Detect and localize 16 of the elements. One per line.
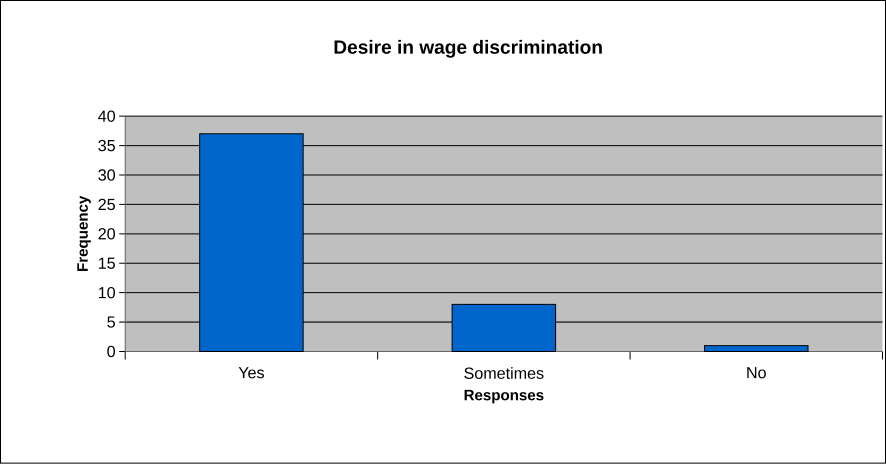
x-axis-title: Responses [464, 390, 544, 404]
y-tick-label: 0 [107, 346, 115, 358]
y-tick-label: 20 [98, 228, 115, 240]
y-axis-title: Frequency [77, 196, 91, 272]
bar [704, 345, 809, 352]
chart-title: Desire in wage discrimination [334, 40, 602, 58]
x-tick-label: No [747, 367, 766, 379]
y-tick-label: 30 [98, 169, 115, 181]
y-tick-label: 40 [98, 110, 115, 122]
y-tick-label: 5 [107, 316, 115, 328]
x-tick-label: Sometimes [464, 367, 544, 380]
y-tick-label: 10 [98, 287, 115, 299]
x-tick-label: Yes [238, 367, 264, 379]
y-tick-label: 35 [98, 140, 115, 152]
y-tick-label: 15 [98, 258, 115, 270]
y-tick-label: 25 [98, 198, 115, 210]
